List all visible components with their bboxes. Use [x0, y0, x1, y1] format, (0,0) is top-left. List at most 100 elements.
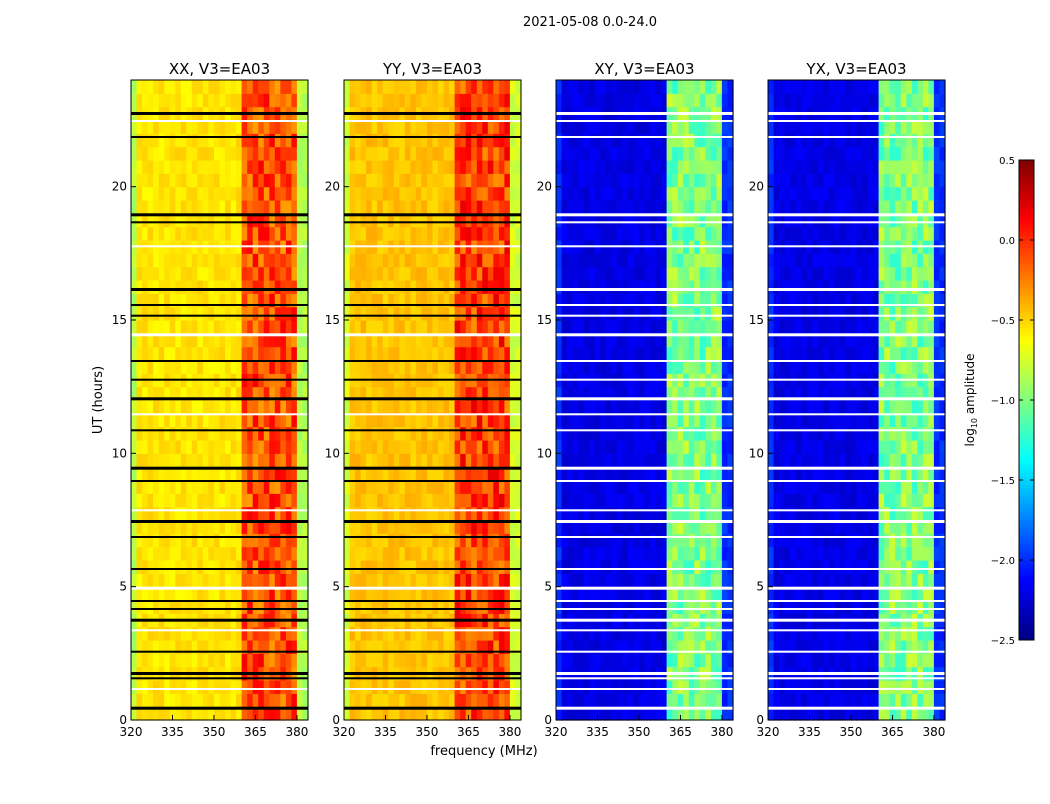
heatmap-cell [355, 653, 361, 667]
heatmap-cell [153, 573, 159, 587]
heatmap-cell [410, 147, 416, 161]
heatmap-cell [873, 680, 879, 694]
heatmap-cell [562, 400, 568, 414]
heatmap-cell [220, 600, 226, 614]
heatmap-cell [589, 493, 595, 507]
heatmap-cell [350, 533, 356, 547]
flagged-row [556, 333, 733, 336]
heatmap-cell [667, 187, 673, 201]
heatmap-cell [399, 627, 405, 641]
heatmap-cell [142, 93, 148, 107]
heatmap-cell [705, 440, 711, 454]
flagged-row [344, 707, 521, 710]
heatmap-cell [650, 173, 656, 187]
heatmap-cell [186, 120, 192, 134]
heatmap-cell [377, 440, 383, 454]
heatmap-cell [433, 493, 439, 507]
heatmap-cell [471, 307, 477, 321]
heatmap-cell [192, 600, 198, 614]
heatmap-cell [377, 173, 383, 187]
heatmap-cell [774, 627, 780, 641]
heatmap-cell [208, 680, 214, 694]
heatmap-cell [589, 173, 595, 187]
heatmap-cell [790, 627, 796, 641]
heatmap-cell [678, 693, 684, 707]
heatmap-cell [488, 653, 494, 667]
heatmap-cell [510, 133, 516, 147]
heatmap-cell [493, 253, 499, 267]
heatmap-cell [466, 627, 472, 641]
heatmap-cell [421, 120, 427, 134]
heatmap-cell [355, 187, 361, 201]
heatmap-cell [694, 653, 700, 667]
heatmap-cell [694, 187, 700, 201]
heatmap-cell [231, 573, 237, 587]
heatmap-cell [372, 360, 378, 374]
heatmap-cell [595, 160, 601, 174]
heatmap-cell [578, 480, 584, 494]
heatmap-cell [170, 653, 176, 667]
heatmap-cell [175, 507, 181, 521]
heatmap-cell [567, 93, 573, 107]
heatmap-cell [186, 493, 192, 507]
heatmap-cell [482, 600, 488, 614]
heatmap-cell [394, 507, 400, 521]
heatmap-cell [297, 400, 303, 414]
heatmap-cell [471, 227, 477, 241]
heatmap-cell [361, 80, 367, 94]
heatmap-cell [471, 653, 477, 667]
heatmap-cell [700, 93, 706, 107]
heatmap-cell [611, 533, 617, 547]
heatmap-cell [231, 93, 237, 107]
heatmap-cell [510, 80, 516, 94]
heatmap-cell [225, 147, 231, 161]
heatmap-cell [291, 360, 297, 374]
heatmap-cell [131, 93, 137, 107]
heatmap-cell [350, 133, 356, 147]
heatmap-cell [449, 653, 455, 667]
heatmap-cell [383, 93, 389, 107]
heatmap-cell [175, 480, 181, 494]
heatmap-cell [645, 560, 651, 574]
heatmap-cell [600, 400, 606, 414]
heatmap-cell [399, 413, 405, 427]
heatmap-cell [455, 533, 461, 547]
heatmap-cell [291, 493, 297, 507]
heatmap-cell [258, 507, 264, 521]
heatmap-cell [372, 253, 378, 267]
heatmap-cell [628, 360, 634, 374]
heatmap-cell [779, 693, 785, 707]
heatmap-cell [410, 413, 416, 427]
heatmap-cell [142, 360, 148, 374]
heatmap-cell [231, 600, 237, 614]
heatmap-cell [661, 493, 667, 507]
heatmap-cell [159, 653, 165, 667]
heatmap-cell [242, 307, 248, 321]
heatmap-cell [383, 200, 389, 214]
heatmap-cell [639, 427, 645, 441]
heatmap-cell [410, 600, 416, 614]
heatmap-cell [611, 307, 617, 321]
heatmap-cell [225, 627, 231, 641]
heatmap-cell [170, 627, 176, 641]
heatmap-cell [444, 200, 450, 214]
heatmap-cell [628, 120, 634, 134]
heatmap-cell [399, 253, 405, 267]
heatmap-cell [639, 307, 645, 321]
heatmap-cell [455, 227, 461, 241]
heatmap-cell [208, 187, 214, 201]
heatmap-cell [203, 507, 209, 521]
heatmap-cell [131, 200, 137, 214]
heatmap-cell [269, 693, 275, 707]
heatmap-cell [388, 360, 394, 374]
heatmap-cell [611, 93, 617, 107]
heatmap-cell [656, 480, 662, 494]
heatmap-cell [611, 187, 617, 201]
heatmap-cell [694, 480, 700, 494]
heatmap-cell [275, 80, 281, 94]
heatmap-cell [170, 80, 176, 94]
heatmap-cell [868, 693, 874, 707]
heatmap-cell [297, 493, 303, 507]
heatmap-cell [137, 413, 143, 427]
heatmap-cell [556, 200, 562, 214]
